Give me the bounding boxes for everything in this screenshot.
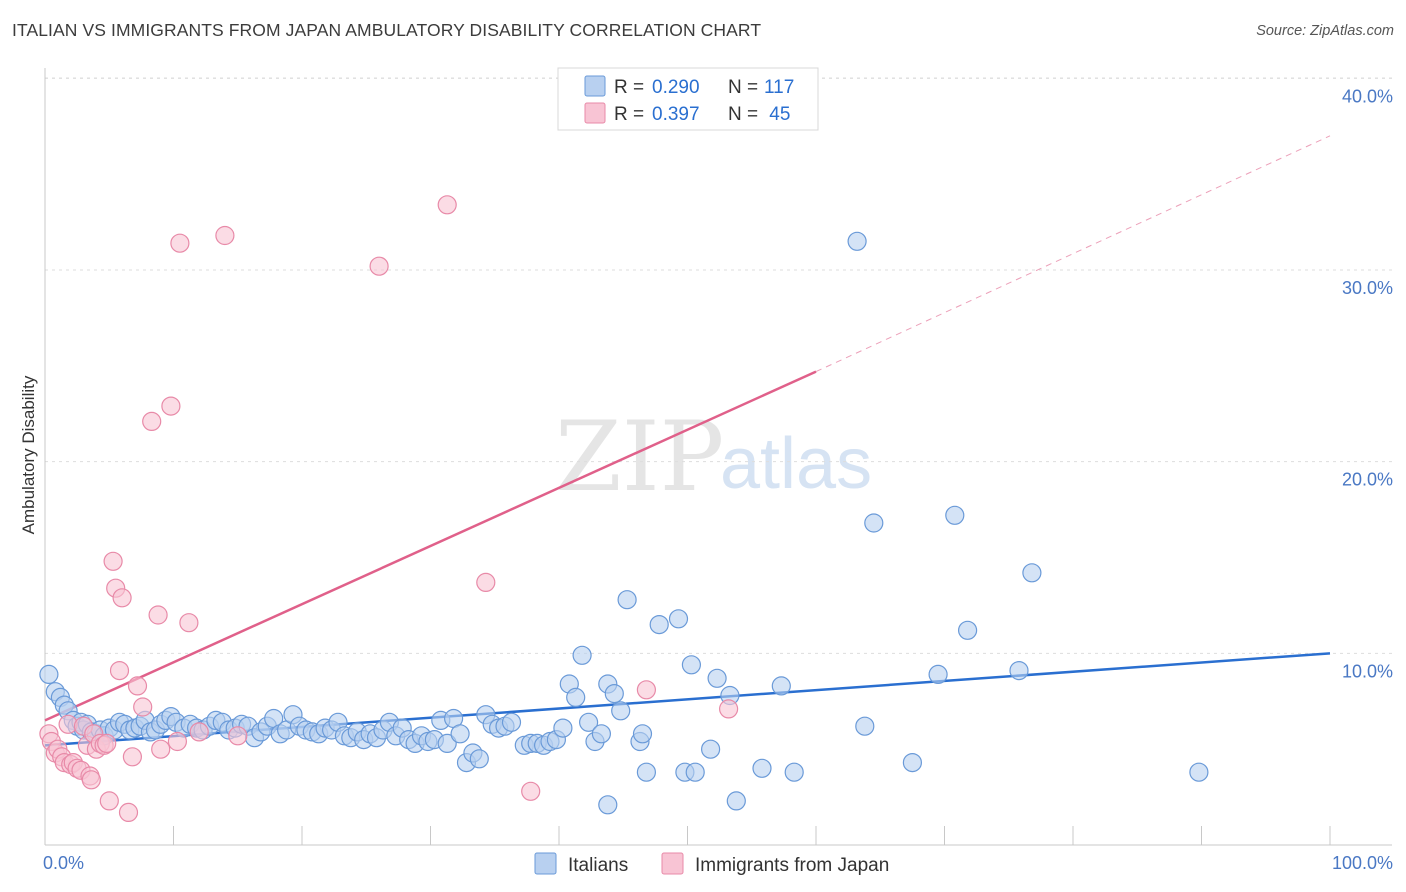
point-japan	[122, 747, 142, 767]
y-axis-label: Ambulatory Disability	[19, 375, 38, 534]
point-japan	[127, 676, 148, 696]
point-italians	[450, 724, 470, 744]
point-italians	[668, 609, 689, 629]
point-italians	[604, 683, 624, 704]
y-tick-label: 10.0%	[1342, 661, 1393, 681]
series-italians-points	[39, 231, 1209, 815]
point-italians	[566, 687, 586, 708]
point-japan	[476, 572, 496, 593]
point-japan	[99, 791, 119, 811]
axes-layer	[44, 68, 1392, 846]
point-japan	[151, 739, 171, 759]
point-italians	[501, 712, 522, 732]
point-italians	[771, 676, 791, 696]
point-japan	[109, 660, 130, 681]
legend-label-japan: Immigrants from Japan	[695, 855, 889, 876]
trend-line-japan-extension	[815, 135, 1331, 373]
point-italians	[700, 739, 721, 759]
point-italians	[598, 795, 618, 815]
grid-layer	[45, 77, 1392, 654]
point-italians	[681, 655, 702, 675]
point-japan	[636, 680, 657, 700]
stats-legend-r-label: R =	[614, 104, 644, 125]
x-tick-labels: 0.0% 100.0%	[43, 853, 1393, 873]
legend-swatch-japan	[661, 852, 684, 875]
point-japan	[97, 733, 117, 754]
point-italians	[784, 762, 804, 782]
point-japan	[133, 697, 153, 717]
point-italians	[1189, 762, 1209, 782]
stats-legend-n-value: 117	[764, 77, 794, 98]
point-italians	[617, 590, 637, 610]
point-japan	[718, 699, 739, 719]
stats-legend-swatch-japan	[584, 102, 606, 124]
stats-legend-swatch-italians	[584, 75, 606, 97]
point-italians	[902, 752, 923, 773]
point-italians	[864, 513, 884, 533]
point-japan	[81, 770, 101, 790]
point-italians	[752, 758, 772, 778]
point-japan	[369, 256, 389, 276]
point-japan	[228, 726, 248, 746]
point-italians	[636, 762, 657, 782]
point-japan	[142, 411, 162, 431]
point-italians	[957, 620, 978, 640]
stats-legend-r-label: R =	[614, 77, 644, 98]
point-italians	[945, 505, 965, 525]
point-italians	[39, 664, 59, 685]
point-italians	[553, 718, 573, 738]
bottom-legend: Italians Immigrants from Japan	[534, 852, 889, 876]
point-japan	[148, 605, 168, 625]
y-tick-label: 30.0%	[1342, 278, 1393, 298]
trend-line-japan	[44, 370, 817, 722]
point-italians	[437, 733, 457, 754]
stats-legend-n-value: 45	[764, 104, 790, 125]
y-tick-label: 40.0%	[1342, 86, 1393, 106]
point-italians	[726, 791, 746, 811]
point-italians	[847, 231, 867, 251]
point-japan	[179, 613, 199, 633]
chart-title: ITALIAN VS IMMIGRANTS FROM JAPAN AMBULAT…	[12, 20, 762, 40]
point-italians	[855, 716, 875, 736]
point-italians	[1009, 660, 1029, 681]
point-japan	[521, 781, 541, 801]
point-italians	[611, 701, 631, 721]
point-japan	[103, 551, 123, 571]
series-japan-points	[39, 195, 739, 823]
chart-source: Source: ZipAtlas.com	[1256, 23, 1394, 39]
legend-label-italians: Italians	[568, 855, 628, 876]
point-italians	[469, 749, 489, 769]
point-japan	[118, 802, 139, 823]
point-japan	[189, 722, 209, 742]
stats-legend-r-value: 0.290	[652, 77, 700, 98]
point-italians	[572, 645, 592, 665]
stats-legend-n-label: N =	[728, 104, 758, 125]
point-japan	[437, 195, 457, 215]
stats-legend: R = 0.290 N = 117 R = 0.397 N = 45	[557, 67, 819, 131]
point-japan	[167, 731, 187, 752]
point-italians	[578, 712, 599, 732]
point-italians	[928, 664, 948, 685]
point-italians	[685, 762, 705, 782]
point-italians	[649, 614, 669, 635]
point-japan	[215, 225, 235, 246]
point-italians	[632, 724, 653, 744]
stats-legend-r-value: 0.397	[652, 104, 700, 125]
y-tick-label: 20.0%	[1342, 470, 1393, 490]
point-japan	[161, 396, 181, 416]
point-japan	[170, 233, 190, 253]
x-tick-label: 0.0%	[43, 853, 84, 873]
point-japan	[112, 588, 132, 608]
x-tick-label: 100.0%	[1332, 853, 1393, 873]
point-italians	[707, 668, 727, 688]
watermark-zip: ZIP	[555, 401, 724, 513]
y-tick-labels: 10.0% 20.0% 30.0% 40.0%	[1342, 86, 1393, 681]
stats-legend-n-label: N =	[728, 77, 758, 98]
point-italians	[591, 724, 612, 744]
watermark-atlas: atlas	[720, 424, 872, 504]
legend-swatch-italians	[534, 852, 557, 875]
point-italians	[1022, 563, 1042, 583]
